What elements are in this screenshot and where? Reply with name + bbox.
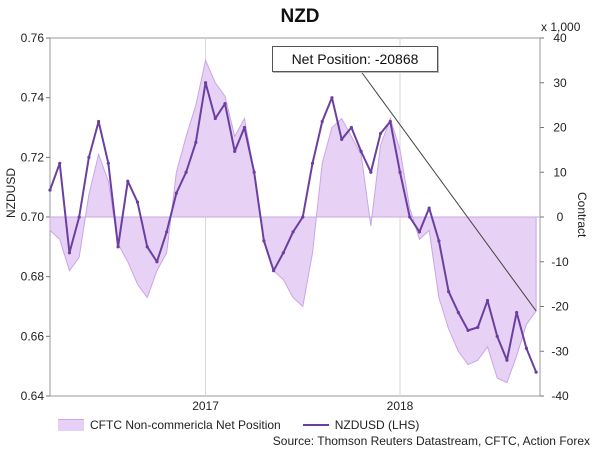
nzdusd-point xyxy=(77,215,81,219)
nzdusd-point xyxy=(155,260,159,264)
nzdusd-point xyxy=(427,206,431,210)
nzdusd-point xyxy=(281,251,285,255)
nzdusd-point xyxy=(524,346,528,350)
nzdusd-point xyxy=(272,269,276,273)
legend-item-net-position: CFTC Non-commericla Net Position xyxy=(58,418,281,432)
nzdusd-point xyxy=(87,155,91,159)
nzdusd-point xyxy=(106,161,110,165)
left-tick-label: 0.66 xyxy=(21,329,45,343)
nzdusd-point xyxy=(97,119,101,124)
nzdusd-point xyxy=(437,239,441,243)
nzdusd-point xyxy=(145,245,149,249)
nzdusd-point xyxy=(301,215,305,219)
right-tick-label: -40 xyxy=(551,389,569,403)
nzdusd-point xyxy=(184,170,188,174)
right-tick-label: -30 xyxy=(551,344,569,358)
nzdusd-point xyxy=(378,131,383,136)
nzdusd-point xyxy=(116,245,120,249)
nzdusd-point xyxy=(165,230,169,234)
right-tick-label: 10 xyxy=(553,165,567,179)
nzdusd-point xyxy=(398,170,402,174)
nzdusd-point xyxy=(291,230,295,234)
nzdusd-point xyxy=(67,251,72,255)
nzdusd-point xyxy=(223,102,227,106)
nzdusd-point xyxy=(330,96,334,100)
right-tick-label: 0 xyxy=(557,210,564,224)
legend-label-net-position: CFTC Non-commericla Net Position xyxy=(90,418,281,432)
nzdusd-point xyxy=(349,125,353,130)
nzdusd-point xyxy=(242,125,247,130)
legend-item-nzdusd: NZDUSD (LHS) xyxy=(302,418,420,432)
nzdusd-point xyxy=(320,119,324,124)
nzdusd-point xyxy=(515,310,519,315)
x-tick-label: 2017 xyxy=(192,399,219,413)
nzdusd-point xyxy=(388,119,392,124)
legend-swatch-area xyxy=(58,419,84,431)
nzdusd-point xyxy=(262,239,266,243)
x-tick-label: 2018 xyxy=(387,399,414,413)
nzdusd-point xyxy=(58,161,62,165)
nzdusd-point xyxy=(495,334,499,338)
nzdusd-point xyxy=(369,170,373,174)
legend: CFTC Non-commericla Net Position NZDUSD … xyxy=(58,418,441,432)
left-tick-label: 0.64 xyxy=(21,389,45,403)
right-tick-label: 20 xyxy=(553,121,567,135)
nzdusd-point xyxy=(174,191,178,195)
left-tick-label: 0.68 xyxy=(21,270,45,284)
right-tick-label: -10 xyxy=(551,255,569,269)
nzdusd-point xyxy=(233,149,237,153)
nzdusd-point xyxy=(213,116,217,121)
nzdusd-point xyxy=(359,149,363,153)
left-tick-label: 0.70 xyxy=(21,210,45,224)
net-position-area xyxy=(49,58,537,384)
right-tick-label: 30 xyxy=(553,76,567,90)
net-position-callout: Net Position: -20868 xyxy=(272,46,438,72)
nzdusd-point xyxy=(505,358,509,362)
nzdusd-point xyxy=(340,137,344,142)
nzdusd-point xyxy=(476,325,480,329)
nzdusd-point xyxy=(485,298,490,303)
legend-swatch-line xyxy=(302,424,329,426)
nzdusd-point xyxy=(252,170,256,174)
nzdusd-point xyxy=(126,179,130,183)
legend-label-nzdusd: NZDUSD (LHS) xyxy=(334,418,420,432)
nzdusd-point xyxy=(408,215,412,219)
nzdusd-point xyxy=(135,200,140,204)
source-note: Source: Thomson Reuters Datastream, CFTC… xyxy=(272,434,590,448)
left-tick-label: 0.72 xyxy=(21,150,45,164)
nzdusd-point xyxy=(417,230,422,234)
chart-title: NZD xyxy=(280,6,320,27)
nzdusd-point xyxy=(466,328,470,332)
right-tick-label: 40 xyxy=(553,31,567,45)
nzdusd-point xyxy=(48,188,52,192)
nzdusd-point xyxy=(310,161,315,165)
nzdusd-point xyxy=(456,310,460,315)
nzdusd-point xyxy=(194,140,198,145)
callout-leader-line xyxy=(359,69,537,312)
nzdusd-point xyxy=(203,81,208,85)
right-axis-scale-note: x 1,000 xyxy=(541,20,581,34)
left-tick-label: 0.76 xyxy=(21,31,45,45)
nzdusd-point xyxy=(447,289,451,294)
right-tick-label: -20 xyxy=(551,300,569,314)
left-tick-label: 0.74 xyxy=(21,91,45,105)
nzdusd-point xyxy=(534,370,538,374)
